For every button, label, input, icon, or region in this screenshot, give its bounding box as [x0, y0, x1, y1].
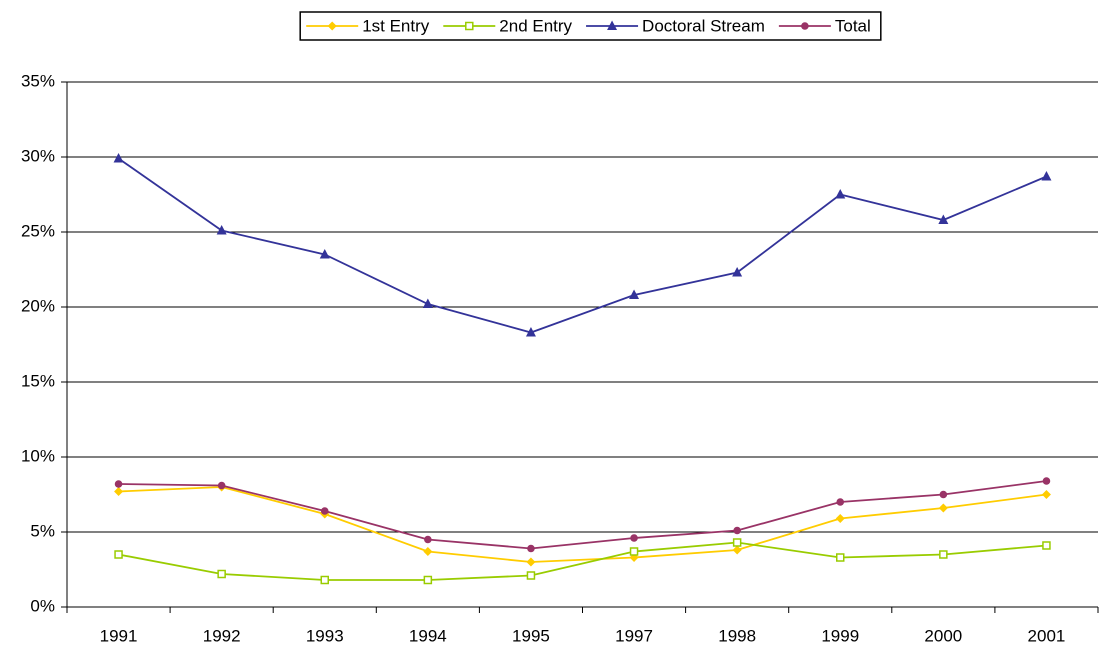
marker: [320, 507, 329, 515]
legend-label: Total: [835, 16, 871, 35]
legend-item: 1st Entry: [306, 16, 430, 35]
x-tick-label: 2000: [924, 626, 962, 645]
marker: [424, 535, 432, 544]
marker: [114, 550, 123, 559]
marker: [525, 327, 536, 337]
y-tick-label: 15%: [21, 371, 55, 390]
x-tick-label: 1992: [203, 626, 241, 645]
marker: [216, 225, 227, 235]
x-tick-label: 1993: [306, 626, 344, 645]
marker: [527, 544, 535, 553]
marker: [114, 487, 124, 496]
y-tick-label: 5%: [30, 521, 55, 540]
x-tick-label: 1991: [100, 626, 138, 645]
marker: [1042, 477, 1051, 485]
legend-item: Total: [778, 16, 871, 35]
x-tick-label: 1994: [409, 626, 447, 645]
marker: [217, 569, 226, 579]
marker: [422, 298, 433, 308]
marker: [835, 189, 846, 199]
legend-label: 2nd Entry: [499, 16, 572, 35]
marker: [327, 21, 337, 31]
marker: [836, 553, 845, 562]
marker: [607, 20, 618, 30]
marker: [526, 571, 536, 580]
marker: [801, 22, 809, 30]
legend-item: Doctoral Stream: [586, 16, 765, 35]
marker: [836, 498, 845, 506]
legend: 1st Entry 2nd Entry Doctoral Stream Total: [299, 11, 882, 41]
x-tick-label: 1995: [512, 626, 550, 645]
series-line: [118, 480, 1047, 550]
marker: [320, 575, 329, 585]
legend-label: 1st Entry: [362, 16, 430, 35]
marker: [465, 21, 474, 31]
marker: [113, 153, 124, 163]
marker: [732, 545, 742, 555]
marker: [732, 538, 742, 547]
y-tick-label: 25%: [21, 221, 55, 240]
y-tick-label: 20%: [21, 296, 55, 315]
y-tick-label: 30%: [21, 146, 55, 165]
marker: [526, 557, 536, 567]
marker: [319, 249, 330, 259]
x-tick-label: 2001: [1028, 626, 1066, 645]
y-tick-label: 0%: [30, 596, 55, 615]
marker: [835, 514, 845, 523]
marker: [732, 267, 743, 277]
marker: [939, 490, 948, 499]
series-line: [118, 157, 1047, 334]
marker: [423, 575, 433, 585]
marker: [733, 526, 741, 535]
series-line: [118, 486, 1047, 563]
legend-item: 2nd Entry: [443, 16, 573, 35]
marker: [114, 480, 123, 488]
marker: [1041, 171, 1052, 181]
marker: [938, 214, 949, 224]
marker: [423, 547, 433, 556]
marker: [629, 547, 639, 556]
series-line: [118, 541, 1047, 581]
marker: [630, 534, 638, 542]
marker: [939, 550, 948, 559]
marker: [629, 289, 640, 299]
y-tick-label: 35%: [21, 71, 55, 90]
legend-label: Doctoral Stream: [642, 16, 765, 35]
marker: [1042, 541, 1051, 550]
y-tick-label: 10%: [21, 446, 55, 465]
marker: [1041, 490, 1051, 499]
x-tick-label: 1998: [718, 626, 756, 645]
marker: [938, 503, 948, 513]
x-tick-label: 1999: [821, 626, 859, 645]
marker: [217, 481, 226, 490]
x-tick-label: 1997: [615, 626, 653, 645]
